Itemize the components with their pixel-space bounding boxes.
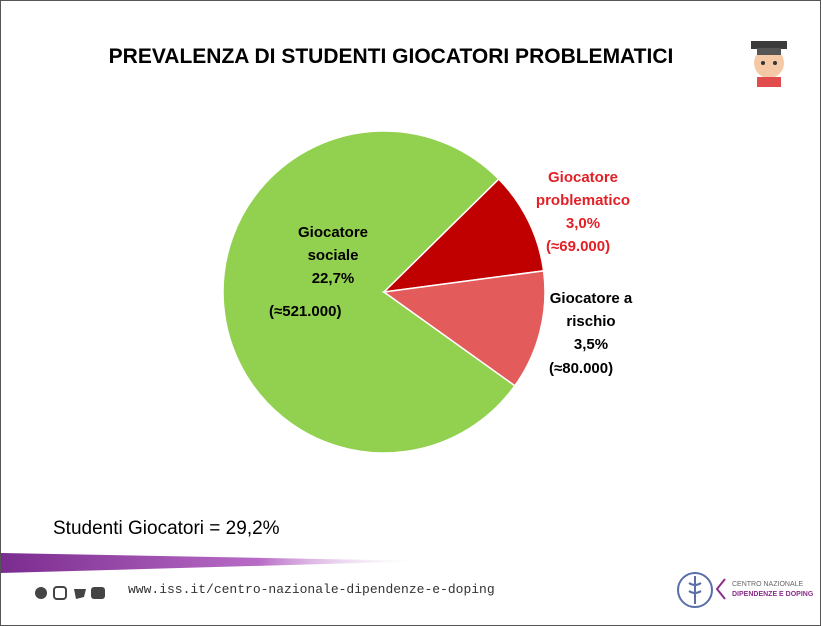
summary: Studenti Giocatori = 29,2%	[53, 518, 280, 540]
slice-name: Giocatore sociale	[283, 221, 383, 267]
slice-count: (≈80.000)	[549, 357, 613, 380]
social-icons[interactable]	[35, 587, 105, 599]
slice-value: 22,7%	[283, 267, 383, 290]
footer-band	[1, 553, 431, 573]
slice-name: Giocatore a rischio	[541, 287, 641, 333]
slice-name: Giocatore problematico	[523, 166, 643, 212]
slice-value: 3,5%	[541, 333, 641, 356]
iss-logo	[678, 573, 725, 607]
slide: PREVALENZA DI STUDENTI GIOCATORI PROBLEM…	[0, 0, 821, 626]
logo-text: DIPENDENZE E DOPING	[732, 591, 813, 598]
title: PREVALENZA DI STUDENTI GIOCATORI PROBLEM…	[61, 45, 721, 69]
slice-count: (≈521.000)	[269, 300, 341, 323]
slice-value: 3,0%	[523, 212, 643, 235]
url[interactable]: www.iss.it/centro-nazionale-dipendenze-e…	[128, 582, 495, 597]
teacher-icon	[751, 41, 787, 87]
slice-count: (≈69.000)	[546, 235, 610, 258]
logo-text: CENTRO NAZIONALE	[732, 581, 803, 588]
